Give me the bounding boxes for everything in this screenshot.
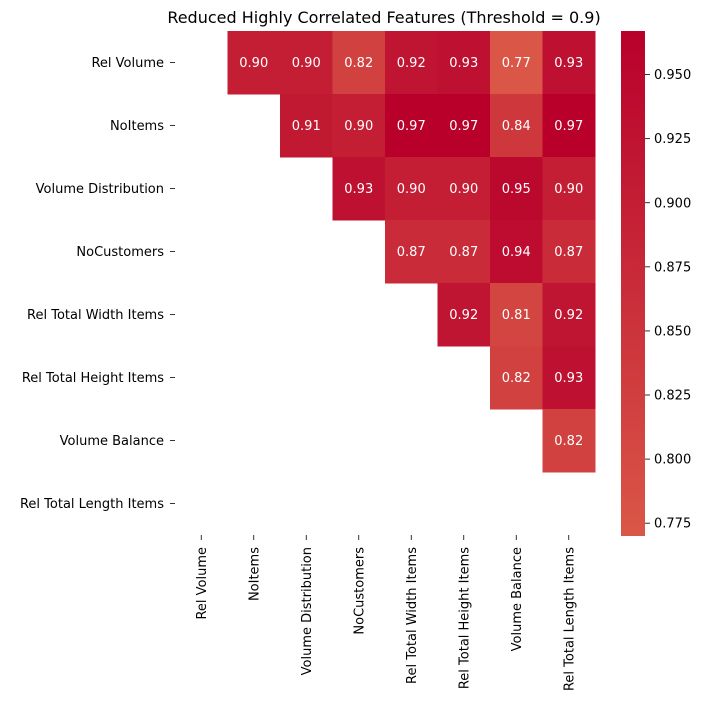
heatmap-cell <box>385 94 438 158</box>
colorbar-tick-label: 0.825 <box>654 389 691 404</box>
cell-value-label: 0.90 <box>344 119 373 134</box>
cell-value-label: 0.87 <box>397 245 426 260</box>
heatmap-cell <box>490 94 543 158</box>
colorbar-tick-label: 0.850 <box>654 324 691 339</box>
cell-value-label: 0.97 <box>554 119 583 134</box>
cell-value-label: 0.81 <box>502 308 531 323</box>
cell-value-label: 0.92 <box>397 56 426 71</box>
heatmap-cell <box>437 283 491 347</box>
heatmap-cell <box>490 283 543 347</box>
heatmap-cells: 0.90 0.90 0.82 0.92 0.93 0.77 0.93 0.91 0.90 0.97… <box>227 31 596 473</box>
heatmap-cell <box>332 31 386 95</box>
heatmap-cell <box>542 94 596 158</box>
column-label: Rel Total Height Items <box>457 547 472 689</box>
colorbar-tick-label: 0.875 <box>654 260 691 275</box>
cell-value-label: 0.92 <box>449 308 478 323</box>
colorbar-tick-label: 0.775 <box>654 517 691 532</box>
heatmap-cell <box>542 283 596 347</box>
cell-value-label: 0.90 <box>554 182 583 197</box>
heatmap-cell <box>437 157 491 221</box>
cell-value-label: 0.90 <box>239 56 268 71</box>
heatmap-cell <box>490 157 543 221</box>
heatmap-cell <box>385 157 438 221</box>
heatmap-cell <box>542 157 596 221</box>
cell-value-label: 0.90 <box>397 182 426 197</box>
cell-value-label: 0.91 <box>292 119 321 134</box>
cell-value-label: 0.92 <box>554 308 583 323</box>
heatmap-cell <box>437 220 491 284</box>
colorbar-gradient <box>621 31 645 536</box>
cell-value-label: 0.84 <box>502 119 531 134</box>
row-label: Rel Total Height Items <box>22 371 164 386</box>
column-label: NoItems <box>247 547 262 601</box>
row-label: Rel Total Length Items <box>20 497 164 512</box>
heatmap-cell <box>542 220 596 284</box>
colorbar-tick-label: 0.925 <box>654 132 691 147</box>
column-label: Volume Balance <box>510 547 525 651</box>
cell-value-label: 0.87 <box>449 245 478 260</box>
cell-value-label: 0.90 <box>449 182 478 197</box>
cell-value-label: 0.90 <box>292 56 321 71</box>
row-label: Volume Balance <box>60 434 164 449</box>
heatmap-cell <box>490 220 543 284</box>
heatmap-cell <box>437 94 491 158</box>
column-label: Rel Volume <box>195 547 210 620</box>
heatmap-cell <box>542 31 596 95</box>
heatmap-cell <box>490 31 543 95</box>
heatmap-cell <box>227 31 281 95</box>
row-label: Rel Volume <box>91 56 164 71</box>
cell-value-label: 0.93 <box>344 182 373 197</box>
heatmap-cell <box>385 220 438 284</box>
heatmap-cell <box>280 94 333 158</box>
cell-value-label: 0.93 <box>449 56 478 71</box>
heatmap-cell <box>332 157 386 221</box>
cell-value-label: 0.82 <box>502 371 531 386</box>
column-label: Rel Total Length Items <box>562 547 577 691</box>
heatmap-cell <box>280 31 333 95</box>
cell-value-label: 0.87 <box>554 245 583 260</box>
cell-value-label: 0.77 <box>502 56 531 71</box>
cell-value-label: 0.93 <box>554 56 583 71</box>
row-labels: Rel Volume NoItems Volume Distribution NoCu… <box>20 56 175 512</box>
heatmap-cell <box>542 409 596 473</box>
cell-value-label: 0.82 <box>344 56 373 71</box>
chart-title: Reduced Highly Correlated Features (Thre… <box>167 8 600 27</box>
heatmap-cell <box>490 346 543 410</box>
cell-value-label: 0.95 <box>502 182 531 197</box>
column-labels: Rel Volume NoItems Volume Distribution NoCu… <box>195 535 577 691</box>
heatmap-cell <box>385 31 438 95</box>
cell-value-label: 0.82 <box>554 434 583 449</box>
column-label: Rel Total Width Items <box>405 547 420 684</box>
cell-value-label: 0.93 <box>554 371 583 386</box>
cell-value-label: 0.97 <box>449 119 478 134</box>
colorbar-tick-label: 0.800 <box>654 453 691 468</box>
row-label: NoItems <box>110 119 164 134</box>
heatmap-cell <box>437 31 491 95</box>
heatmap-cell <box>332 94 386 158</box>
colorbar-tick-label: 0.900 <box>654 196 691 211</box>
cell-value-label: 0.94 <box>502 245 531 260</box>
heatmap-cell <box>542 346 596 410</box>
row-label: NoCustomers <box>76 245 164 260</box>
row-label: Rel Total Width Items <box>27 308 164 323</box>
column-label: NoCustomers <box>352 547 367 635</box>
row-label: Volume Distribution <box>36 182 164 197</box>
cell-value-label: 0.97 <box>397 119 426 134</box>
colorbar: 0.775 0.800 0.825 0.850 0.875 0.900 0.925 0.950 <box>621 31 691 536</box>
column-label: Volume Distribution <box>300 547 315 675</box>
colorbar-tick-label: 0.950 <box>654 68 691 83</box>
